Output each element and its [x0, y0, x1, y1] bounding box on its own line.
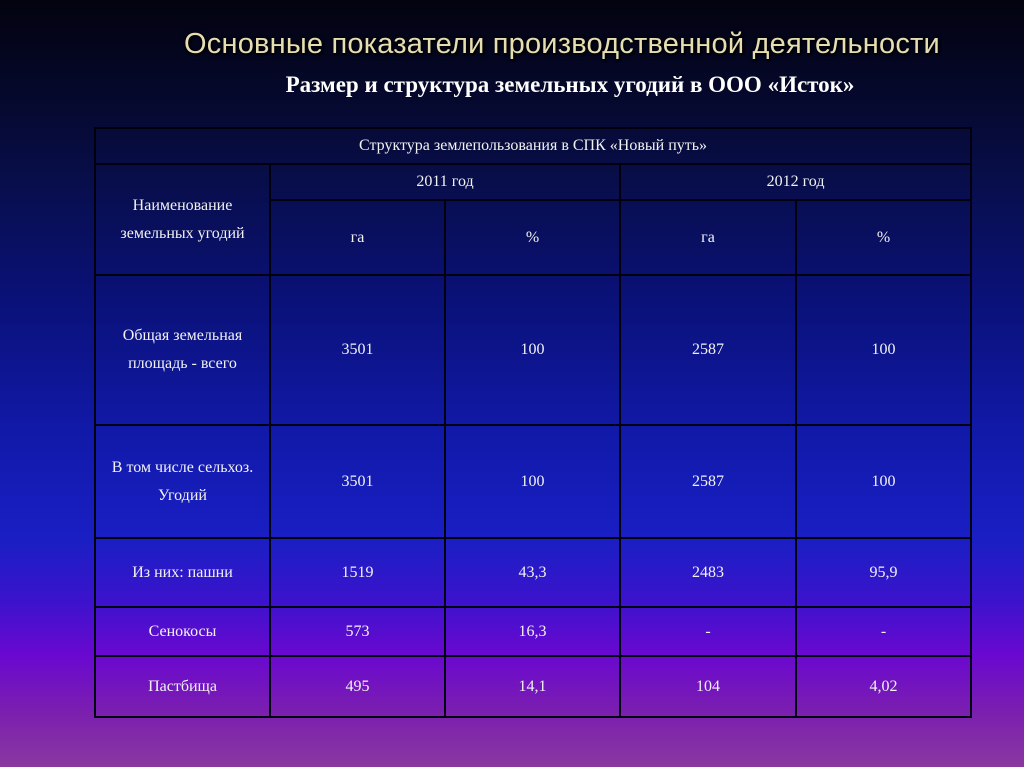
pct-2011-value: 100	[444, 424, 621, 539]
pct-2011-value: 16,3	[444, 606, 621, 657]
unit-header-row: га % га %	[95, 199, 973, 276]
ha-2011-value: 3501	[269, 274, 446, 426]
unit-header-ha-2012: га	[619, 199, 797, 276]
land-type-name: Общая земельная площадь - всего	[94, 274, 271, 426]
pct-2012-value: 100	[794, 274, 973, 426]
unit-header-pct-2011: %	[444, 199, 621, 276]
table-row: Из них: пашни 1519 43,3 2483 95,9	[94, 537, 973, 608]
ha-2012-value: -	[619, 606, 797, 657]
land-type-name: Сенокосы	[94, 606, 271, 657]
pct-2012-value: 95,9	[794, 537, 973, 608]
ha-2011-value: 3501	[269, 424, 446, 539]
table-row: Пастбища 495 14,1 104 4,02	[94, 655, 973, 718]
land-type-name: Из них: пашни	[94, 537, 271, 608]
year-header-2011: 2011 год	[269, 163, 621, 201]
ha-2011-value: 495	[269, 655, 446, 718]
table-caption-row: Структура землепользования в СПК «Новый …	[93, 127, 973, 165]
pct-2011-value: 14,1	[444, 655, 621, 718]
pct-2011-value: 43,3	[444, 537, 621, 608]
land-structure-table: Структура землепользования в СПК «Новый …	[93, 127, 973, 718]
ha-2012-value: 2587	[619, 274, 797, 426]
slide-subtitle: Размер и структура земельных угодий в ОО…	[285, 72, 855, 97]
pct-2012-value: 4,02	[794, 655, 973, 718]
table-row: Сенокосы 573 16,3 - -	[94, 606, 973, 657]
year-header-row: Наименование земельных угодий 2011 год 2…	[94, 163, 973, 276]
pct-2012-value: 100	[794, 424, 973, 539]
year-header-2012: 2012 год	[618, 163, 973, 201]
row-header-label: Наименование земельных угодий	[94, 163, 271, 276]
unit-header-pct-2012: %	[794, 199, 973, 276]
pct-2012-value: -	[794, 606, 973, 657]
ha-2012-value: 104	[619, 655, 797, 718]
ha-2011-value: 1519	[269, 537, 446, 608]
unit-header-ha-2011: га	[269, 199, 446, 276]
slide-title: Основные показатели производственной дея…	[184, 28, 940, 60]
ha-2011-value: 573	[269, 606, 446, 657]
table-caption: Структура землепользования в СПК «Новый …	[93, 127, 973, 165]
ha-2012-value: 2483	[619, 537, 797, 608]
land-type-name: Пастбища	[94, 655, 271, 718]
pct-2011-value: 100	[444, 274, 621, 426]
ha-2012-value: 2587	[619, 424, 797, 539]
land-type-name: В том числе сельхоз. Угодий	[94, 424, 271, 539]
table-row: В том числе сельхоз. Угодий 3501 100 258…	[94, 424, 973, 539]
table-row: Общая земельная площадь - всего 3501 100…	[94, 274, 973, 426]
